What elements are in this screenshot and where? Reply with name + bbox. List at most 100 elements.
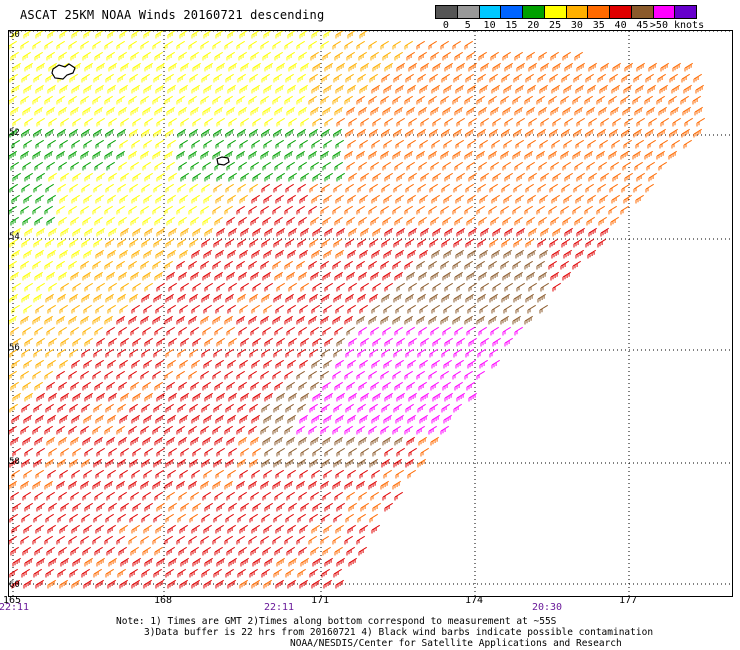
wind-barb [635,84,644,94]
wind-barb [152,260,161,270]
wind-barb [214,381,223,391]
wind-barb [105,568,114,578]
wind-barb [370,271,379,281]
wind-barb [503,304,512,314]
wind-barb [442,106,451,116]
wind-barb [168,227,177,237]
wind-barb [142,216,151,226]
wind-barb [465,293,474,303]
wind-barb [276,502,285,512]
wind-barb [92,315,101,325]
wind-barb [464,370,473,380]
wind-barb [396,447,405,457]
wind-barb [597,238,606,248]
wind-barb [83,249,92,259]
wind-barb [213,238,222,248]
wind-barb [311,249,320,259]
footnote-line-2: 3)Data buffer is 22 hrs from 20160721 4)… [144,627,654,638]
wind-barb [212,535,221,545]
wind-barb [647,139,656,149]
wind-barb [204,447,213,457]
wind-barb [83,31,92,39]
wind-barb [636,117,645,127]
wind-barb [428,425,437,435]
wind-barb [23,249,32,259]
wind-barb [477,293,486,303]
wind-barb [56,425,65,435]
wind-barb [416,370,425,380]
wind-barb [489,183,498,193]
wind-barb [119,31,128,39]
wind-barb [128,150,137,160]
wind-barb [131,469,140,479]
wind-barb [480,172,489,182]
wind-barb [227,524,236,534]
wind-barb [23,194,32,204]
wind-barb [204,337,213,347]
wind-barb [537,73,546,83]
wind-barb [299,84,308,94]
wind-barb [467,359,476,369]
wind-barb [370,51,379,61]
wind-barb [489,293,498,303]
wind-barb [275,524,284,534]
wind-barb [359,249,368,259]
wind-barb [69,568,78,578]
wind-barb [92,150,101,160]
wind-barb [129,73,138,83]
wind-barb [320,480,329,490]
wind-barb [80,370,89,380]
wind-barb [299,469,308,479]
wind-barb [274,216,283,226]
wind-barb [155,469,164,479]
wind-barb [333,238,342,248]
wind-barb [104,95,113,105]
wind-barb [81,73,90,83]
wind-barb [452,95,461,105]
wind-barb [48,502,57,512]
wind-barb [467,139,476,149]
wind-barb [36,117,45,127]
wind-barb [368,425,377,435]
wind-barb [107,249,116,259]
wind-barb [142,381,151,391]
wind-barb [384,172,393,182]
wind-barb [35,194,44,204]
wind-barb [357,238,366,248]
wind-barb [12,117,21,127]
wind-barb [466,216,475,226]
wind-barb [178,326,187,336]
wind-barb [248,95,257,105]
wind-barb [119,524,128,534]
wind-barb [525,128,534,138]
wind-barb [82,546,91,556]
wind-barb [288,282,297,292]
wind-barb [227,359,236,369]
wind-barb [96,392,105,402]
wind-barb [298,106,307,116]
wind-barb [346,381,355,391]
wind-barb [442,161,451,171]
wind-barb [408,282,417,292]
wind-barb [392,370,401,380]
wind-barb [118,546,127,556]
wind-barb [34,436,43,446]
wind-barb [310,51,319,61]
wind-barb [515,194,524,204]
wind-barb [70,381,79,391]
wind-barb [586,106,595,116]
wind-barb [539,194,548,204]
wind-barb [252,392,261,402]
wind-barb [540,172,549,182]
wind-barb [574,216,583,226]
wind-barb [358,436,367,446]
wind-barb [465,128,474,138]
wind-barb [202,271,211,281]
wind-barb [252,337,261,347]
wind-barb [226,271,235,281]
wind-barb [71,139,80,149]
wind-barb [32,95,41,105]
wind-barb [83,194,92,204]
wind-barb [69,238,78,248]
wind-barb [192,502,201,512]
